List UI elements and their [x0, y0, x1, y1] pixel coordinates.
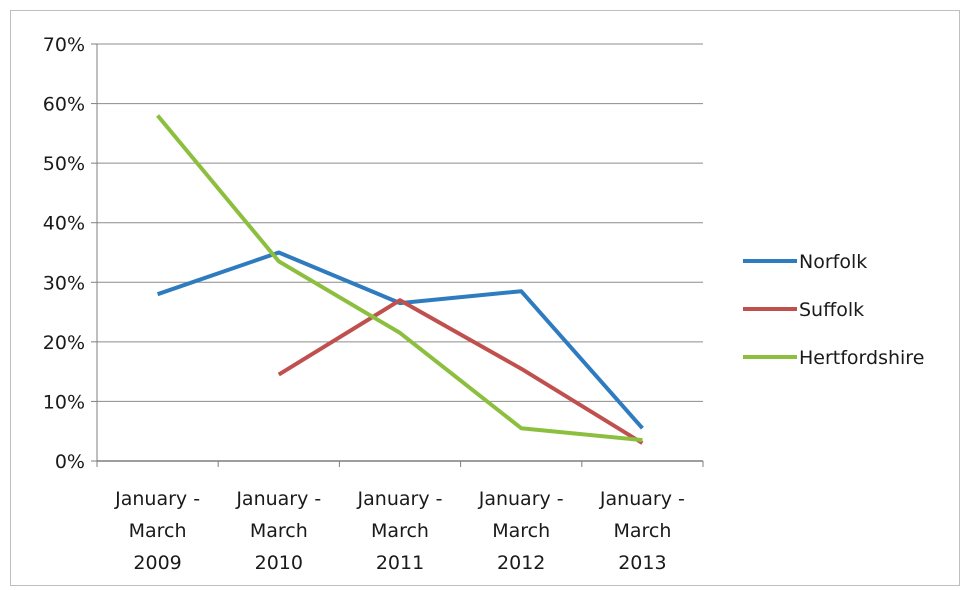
- legend-entry: Suffolk: [743, 299, 864, 321]
- x-category-label-line: January -: [114, 488, 200, 510]
- x-category-label: January - March 2013: [599, 488, 685, 574]
- x-category-label-line: March: [129, 520, 187, 542]
- series-lines: [156, 114, 644, 445]
- y-tick-label: 60%: [43, 94, 85, 116]
- legend-entry: Hertfordshire: [743, 347, 924, 369]
- y-tick-label: 50%: [43, 153, 85, 175]
- chart-frame: [10, 10, 960, 586]
- x-category-label-line: 2010: [255, 552, 303, 574]
- x-category-label-line: March: [250, 520, 308, 542]
- y-tick-label: 20%: [43, 332, 85, 354]
- axes: [91, 43, 704, 467]
- legend-entry: Norfolk: [743, 251, 867, 273]
- x-category-label-line: January -: [478, 488, 564, 510]
- x-category-label-line: 2009: [133, 552, 181, 574]
- y-tick-label: 10%: [43, 391, 85, 413]
- x-category-label: January - March 2012: [478, 488, 564, 574]
- x-category-label-line: 2012: [497, 552, 545, 574]
- legend-label: Hertfordshire: [799, 347, 924, 369]
- y-tick-label: 30%: [43, 272, 85, 294]
- x-category-label-line: January -: [357, 488, 443, 510]
- x-category-label: January - March 2009: [114, 488, 200, 574]
- y-tick-label: 70%: [43, 34, 85, 56]
- y-tick-label: 40%: [43, 213, 85, 235]
- x-category-label-line: 2011: [376, 552, 424, 574]
- legend-label: Norfolk: [799, 251, 867, 273]
- series-line-suffolk: [277, 298, 644, 445]
- gridlines: [97, 43, 703, 402]
- x-category-label-line: March: [492, 520, 550, 542]
- y-axis-tick-labels: 0% 10% 20% 30% 40% 50% 60% 70%: [43, 34, 85, 473]
- x-category-label: January - March 2010: [235, 488, 321, 574]
- legend: Norfolk Suffolk Hertfordshire: [743, 251, 924, 369]
- y-tick-label: 0%: [55, 451, 85, 473]
- x-category-label-line: March: [371, 520, 429, 542]
- x-category-label-line: 2013: [618, 552, 666, 574]
- x-category-label-line: March: [613, 520, 671, 542]
- x-category-label: January - March 2011: [357, 488, 443, 574]
- legend-label: Suffolk: [799, 299, 864, 321]
- series-line-hertfordshire: [156, 114, 643, 443]
- x-category-label-line: January -: [599, 488, 685, 510]
- x-category-label-line: January -: [235, 488, 321, 510]
